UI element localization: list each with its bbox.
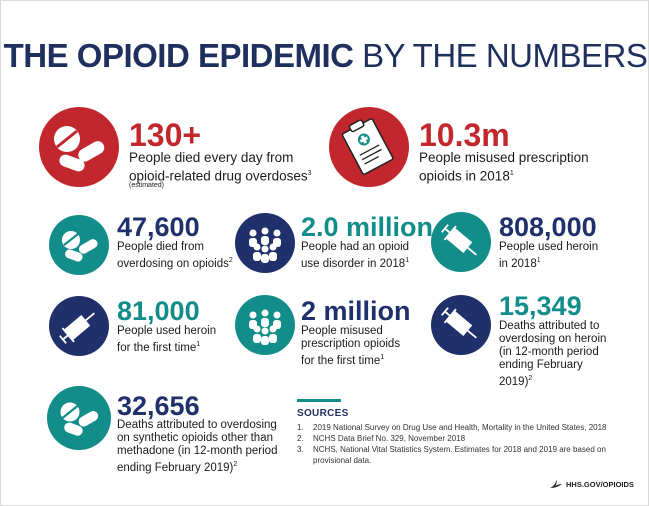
stat-number-heroin-first: 81,000 [117, 296, 200, 326]
people-group-icon [235, 213, 295, 273]
syringe-icon [49, 296, 109, 356]
stat-text-deaths-per-day: People died every day from opioid-relate… [129, 150, 312, 184]
syringe-icon [431, 295, 491, 355]
stat-text-rx-first: People misused prescription opioids for … [301, 325, 401, 367]
syringe-icon [431, 212, 491, 272]
page-title: THE OPIOID EPIDEMIC BY THE NUMBERS [1, 37, 649, 75]
pills-icon [49, 215, 109, 275]
stat-number-rx-first: 2 million [301, 296, 411, 326]
stat-text-use-disorder: People had an opioid use disorder in 201… [301, 241, 410, 270]
stat-number-heroin-deaths: 15,349 [499, 291, 582, 321]
stat-number-overdose-deaths: 47,600 [117, 212, 200, 242]
people-group-icon [235, 295, 295, 355]
source-item: 2. NCHS Data Brief No. 329, November 2018 [297, 434, 466, 443]
hhs-eagle-logo [550, 480, 562, 488]
title-bold: THE OPIOID EPIDEMIC [3, 37, 354, 74]
stat-text-heroin-first: People used heroin for the first time1 [117, 325, 217, 354]
stat-text-synthetic-deaths: Deaths attributed to overdosing on synth… [117, 419, 278, 474]
sources-list: 1. 2019 National Survey on Drug Use and H… [297, 422, 627, 466]
sources-divider [297, 399, 341, 402]
stat-subnote: (estimated) [129, 182, 165, 189]
stat-number-use-disorder: 2.0 million [301, 212, 434, 242]
hhs-footer[interactable]: HHS.GOV/OPIOIDS [549, 478, 634, 490]
stat-number-heroin-users: 808,000 [499, 212, 597, 242]
pills-icon [47, 386, 111, 450]
stat-text-heroin-deaths: Deaths attributed to overdosing on heroi… [499, 320, 607, 388]
title-normal: BY THE NUMBERS [362, 37, 648, 74]
stat-text-misused-rx: People misused prescription opioids in 2… [419, 150, 589, 184]
hhs-site-link[interactable]: HHS.GOV/OPIOIDS [566, 479, 634, 489]
clipboard-prescription-icon [329, 107, 409, 187]
pills-icon [39, 107, 119, 187]
stat-number-deaths-per-day: 130+ [129, 117, 202, 153]
source-item: 1. 2019 National Survey on Drug Use and H… [297, 423, 607, 432]
stat-text-heroin-users: People used heroin in 20181 [499, 241, 599, 270]
stat-number-misused-rx: 10.3m [419, 117, 510, 153]
stat-text-overdose-deaths: People died from overdosing on opioids2 [117, 241, 233, 270]
sources-heading: SOURCES [297, 408, 349, 419]
source-item: 3. NCHS, National Vital Statistics System… [297, 445, 606, 465]
stat-number-synthetic-deaths: 32,656 [117, 391, 200, 421]
